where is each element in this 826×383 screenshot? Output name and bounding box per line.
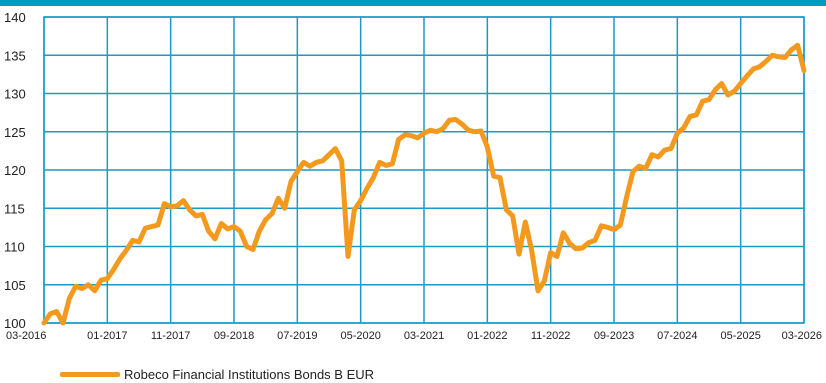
x-tick-label: 05-2025 [720, 330, 760, 342]
y-tick-label: 100 [4, 316, 26, 331]
x-tick-label: 03-2026 [782, 330, 822, 342]
y-tick-label: 140 [4, 10, 26, 25]
chart-grid [43, 16, 805, 324]
y-tick-label: 135 [4, 48, 26, 63]
x-tick-label: 07-2019 [277, 330, 317, 342]
series-line [41, 42, 807, 326]
plot-area-border [43, 16, 805, 324]
x-tick-label: 11-2017 [151, 330, 191, 342]
x-tick-label: 05-2020 [340, 330, 380, 342]
legend-swatch [60, 371, 120, 377]
y-tick-label: 120 [4, 163, 26, 178]
x-tick-label: 03-2021 [404, 330, 444, 342]
x-tick-label: 11-2022 [531, 330, 571, 342]
x-tick-label: 01-2022 [467, 330, 507, 342]
top-accent-bar [0, 0, 826, 6]
legend-label: Robeco Financial Institutions Bonds B EU… [124, 366, 375, 382]
x-tick-label: 01-2017 [87, 330, 127, 342]
y-tick-label: 125 [4, 125, 26, 140]
x-axis-ticks: 03-2016 01-2017 11-2017 09-2018 07-2019 05-20… [6, 330, 822, 342]
y-tick-label: 110 [4, 240, 25, 255]
x-tick-label: 07-2024 [657, 330, 697, 342]
y-tick-label: 105 [4, 278, 26, 293]
y-tick-label: 130 [4, 87, 26, 102]
y-axis-ticks: 100 105 110 115 120 125 130 135 140 [4, 10, 26, 331]
x-tick-label: 09-2018 [214, 330, 254, 342]
y-tick-label: 115 [4, 201, 25, 216]
x-tick-label: 09-2023 [594, 330, 634, 342]
chart-legend: Robeco Financial Institutions Bonds B EU… [60, 366, 374, 382]
x-tick-label: 03-2016 [6, 330, 46, 342]
